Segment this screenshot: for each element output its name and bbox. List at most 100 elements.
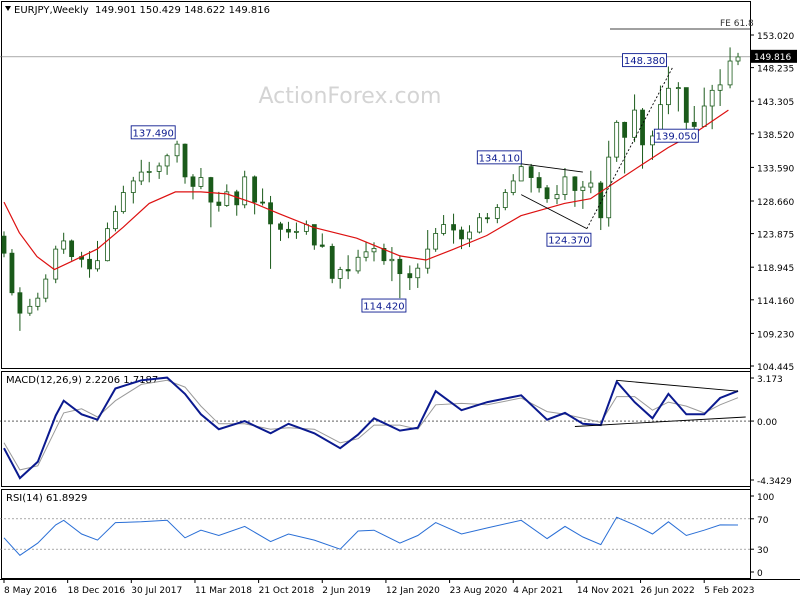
annotation-label: 137.490 (133, 128, 174, 139)
candle-body (665, 87, 671, 106)
candle-body (407, 273, 413, 279)
macd-panel-frame (1, 371, 751, 487)
candle-body (35, 297, 41, 307)
candle-body (614, 121, 620, 158)
price-axis: 153.020 148.235 143.305 138.520 133.590 128.6… (750, 32, 797, 373)
candle-body (572, 176, 578, 191)
candle-body (337, 269, 343, 279)
candle-body (510, 180, 516, 193)
candle-body (467, 231, 472, 240)
candle-body (105, 228, 110, 262)
candle-body (675, 87, 681, 90)
price-tick-label: 123.875 (757, 231, 794, 241)
candle-body (95, 260, 100, 270)
candle-body (580, 186, 586, 191)
candle-body (562, 176, 568, 195)
trendline-lower-triangle (520, 194, 588, 230)
candle-body (138, 171, 144, 182)
time-axis: 8 May 2016 18 Dec 2016 30 Jul 2017 11 Mar 2… (3, 579, 755, 596)
candle-body (727, 60, 733, 86)
rsi-tick-label: 70 (757, 516, 769, 526)
candle-body (598, 182, 604, 219)
candle-body (156, 165, 162, 172)
candle-body (61, 240, 67, 250)
moving-average-line (3, 109, 729, 271)
annotation-box (653, 128, 699, 143)
annotation-box (622, 53, 667, 68)
annotation-label: 148.380 (624, 56, 665, 67)
candle-body (717, 84, 723, 91)
candle-body (252, 176, 258, 203)
candle-body (17, 292, 23, 314)
annotation-label: 139.050 (656, 132, 697, 143)
rsi-tick-label: 30 (757, 546, 769, 556)
candle-body (518, 166, 524, 182)
price-tick-label: 143.305 (757, 98, 794, 108)
rsi-panel-frame (1, 489, 751, 579)
macd-tick-label: -4.3429 (757, 477, 792, 487)
price-tick-label: 128.660 (757, 198, 794, 208)
candle-body (329, 245, 335, 279)
candle-body (268, 202, 273, 225)
current-price-badge (751, 49, 797, 63)
candle-body (691, 121, 697, 127)
current-price-label: 149.816 (754, 53, 791, 63)
macd-line (3, 376, 739, 480)
candle-body (484, 217, 490, 220)
time-tick-label: 14 Nov 2021 (577, 586, 635, 596)
candle-body (345, 269, 351, 272)
annotation-label: 124.370 (548, 236, 589, 247)
trendline-macd-upper (616, 379, 739, 392)
candle-body (477, 217, 482, 233)
price-tick-label: 138.520 (757, 131, 794, 141)
macd-title: MACD(12,26,9) 2.2206 1.7187 (6, 375, 158, 386)
time-tick-label: 23 Aug 2020 (450, 586, 508, 596)
time-tick-label: 2 Jun 2019 (322, 586, 371, 596)
annotation-label: 114.420 (363, 302, 404, 313)
time-tick-label: 4 Apr 2021 (513, 586, 563, 596)
candle-body (112, 211, 118, 230)
candle-body (433, 233, 439, 250)
time-tick-label: 30 Jul 2017 (131, 586, 182, 596)
time-tick-label: 8 May 2016 (4, 586, 57, 596)
time-tick-label: 18 Dec 2016 (68, 586, 126, 596)
candle-body (494, 207, 500, 219)
price-header: EURJPY,Weekly 149.901 150.429 148.622 14… (5, 5, 270, 16)
candle-body (1, 235, 7, 254)
time-tick-label: 5 Feb 2023 (704, 586, 754, 596)
candle-body (43, 278, 49, 299)
time-tick-label: 21 Oct 2018 (259, 586, 315, 596)
candle-body (208, 177, 214, 203)
price-tick-label: 133.590 (757, 164, 794, 174)
candle-body (53, 248, 59, 280)
macd-tick-label: 0.00 (757, 418, 777, 428)
annotation-label: 134.110 (479, 153, 520, 164)
candle-body (622, 121, 628, 138)
rsi-tick-label: 0 (757, 569, 763, 579)
rsi-axis: 100 70 30 0 (750, 493, 774, 579)
price-tick-label: 153.020 (757, 32, 794, 42)
price-tick-label: 104.445 (757, 363, 794, 373)
trendline-macd-lower (574, 416, 746, 427)
price-tick-label: 118.945 (757, 264, 794, 274)
candle-body (588, 182, 594, 188)
collapse-triangle-icon (5, 6, 11, 11)
candle-body (164, 155, 170, 167)
candle-body (502, 192, 508, 208)
price-tick-label: 109.230 (757, 330, 794, 340)
price-gridlines: FE 61.8 (0, 19, 754, 58)
candle-body (536, 177, 542, 189)
candle-body (286, 228, 291, 233)
time-tick-label: 12 Jan 2020 (386, 586, 440, 596)
candle-body (224, 191, 230, 206)
annotation-box (361, 298, 407, 313)
candle-body (174, 143, 180, 157)
candle-body (415, 267, 421, 279)
candle-body (735, 56, 741, 62)
candle-body (683, 87, 689, 123)
candle-body (389, 258, 395, 262)
candle-body (216, 201, 222, 206)
ohlc-values: 149.901 150.429 148.622 149.816 (95, 5, 270, 16)
candle-body (190, 176, 196, 187)
